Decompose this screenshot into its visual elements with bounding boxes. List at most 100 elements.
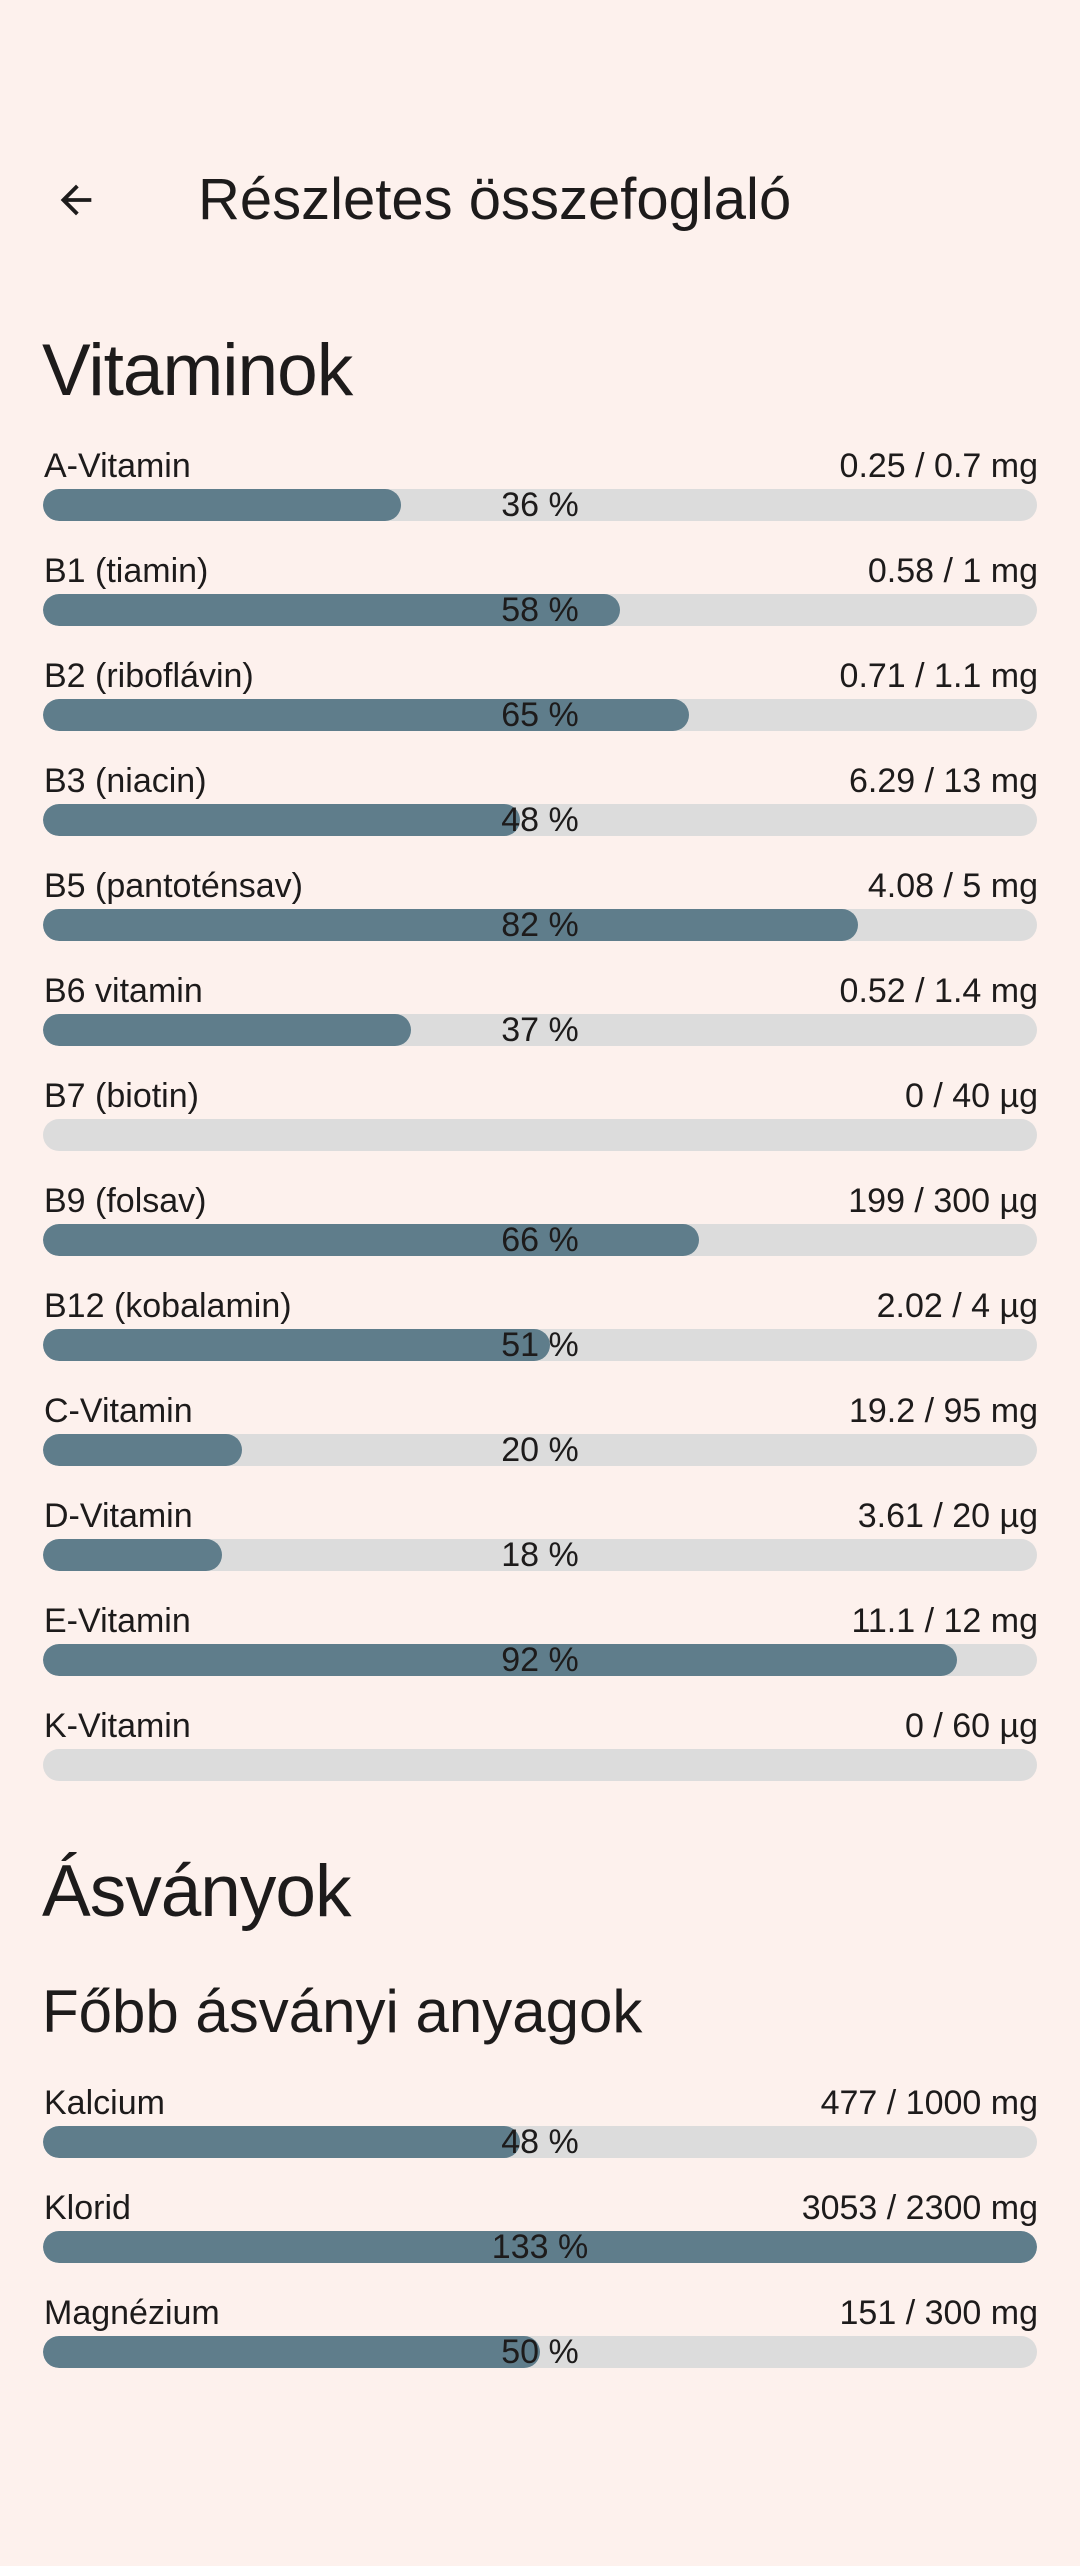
nutrient-row: B3 (niacin) 6.29 / 13 mg 48 % xyxy=(0,758,1080,863)
nutrient-row: B7 (biotin) 0 / 40 µg xyxy=(0,1073,1080,1178)
minerals-list: Kalcium 477 / 1000 mg 48 % Klorid 3053 /… xyxy=(0,2080,1080,2395)
nutrient-value: 0 / 60 µg xyxy=(904,1707,1038,1745)
nutrient-row: A-Vitamin 0.25 / 0.7 mg 36 % xyxy=(0,443,1080,548)
back-button[interactable] xyxy=(53,177,99,223)
nutrient-row: C-Vitamin 19.2 / 95 mg 20 % xyxy=(0,1388,1080,1493)
nutrient-row-head: B9 (folsav) 199 / 300 µg xyxy=(44,1178,1038,1224)
progress-bar: 66 % xyxy=(43,1224,1037,1256)
progress-bar xyxy=(43,1119,1037,1151)
progress-percent-label: 66 % xyxy=(501,1224,579,1256)
nutrient-name: B9 (folsav) xyxy=(44,1182,207,1220)
page-title: Részletes összefoglaló xyxy=(198,167,792,232)
progress-bar: 133 % xyxy=(43,2231,1037,2263)
progress-fill xyxy=(43,1434,242,1466)
section-title-minerals: Ásványok xyxy=(42,1851,352,1932)
progress-fill xyxy=(43,594,620,626)
progress-bar: 65 % xyxy=(43,699,1037,731)
vitamins-list: A-Vitamin 0.25 / 0.7 mg 36 % B1 (tiamin)… xyxy=(0,443,1080,1808)
nutrient-row-head: B6 vitamin 0.52 / 1.4 mg xyxy=(44,968,1038,1014)
nutrient-name: B5 (pantoténsav) xyxy=(44,867,303,905)
nutrient-name: Magnézium xyxy=(44,2294,220,2332)
progress-percent-label: 82 % xyxy=(501,909,579,941)
progress-bar: 58 % xyxy=(43,594,1037,626)
nutrient-name: B7 (biotin) xyxy=(44,1077,199,1115)
progress-bar xyxy=(43,1749,1037,1781)
nutrient-row-head: B5 (pantoténsav) 4.08 / 5 mg xyxy=(44,863,1038,909)
nutrient-row-head: K-Vitamin 0 / 60 µg xyxy=(44,1703,1038,1749)
nutrient-row-head: B3 (niacin) 6.29 / 13 mg xyxy=(44,758,1038,804)
nutrient-name: B12 (kobalamin) xyxy=(44,1287,292,1325)
progress-bar: 36 % xyxy=(43,489,1037,521)
nutrient-name: Kalcium xyxy=(44,2084,165,2122)
progress-fill xyxy=(43,1329,550,1361)
progress-fill xyxy=(43,2336,540,2368)
nutrient-row-head: Kalcium 477 / 1000 mg xyxy=(44,2080,1038,2126)
progress-percent-label: 58 % xyxy=(501,594,579,626)
progress-fill xyxy=(43,909,859,941)
progress-fill xyxy=(43,1644,958,1676)
progress-fill xyxy=(43,489,401,521)
nutrient-row-head: B7 (biotin) 0 / 40 µg xyxy=(44,1073,1038,1119)
nutrient-name: B2 (riboflávin) xyxy=(44,657,254,695)
nutrient-row: Magnézium 151 / 300 mg 50 % xyxy=(0,2290,1080,2395)
progress-fill xyxy=(43,2126,521,2158)
nutrient-value: 0.25 / 0.7 mg xyxy=(839,447,1038,485)
nutrient-name: B3 (niacin) xyxy=(44,762,207,800)
nutrient-name: Klorid xyxy=(44,2189,131,2227)
nutrient-value: 6.29 / 13 mg xyxy=(848,762,1038,800)
nutrient-value: 2.02 / 4 µg xyxy=(876,1287,1038,1325)
nutrient-row-head: B1 (tiamin) 0.58 / 1 mg xyxy=(44,548,1038,594)
nutrient-row: Kalcium 477 / 1000 mg 48 % xyxy=(0,2080,1080,2185)
progress-bar: 82 % xyxy=(43,909,1037,941)
nutrient-row-head: Klorid 3053 / 2300 mg xyxy=(44,2185,1038,2231)
nutrient-row-head: C-Vitamin 19.2 / 95 mg xyxy=(44,1388,1038,1434)
nutrient-value: 4.08 / 5 mg xyxy=(867,867,1038,905)
nutrient-row-head: Magnézium 151 / 300 mg xyxy=(44,2290,1038,2336)
progress-percent-label: 65 % xyxy=(501,699,579,731)
progress-bar: 48 % xyxy=(43,2126,1037,2158)
nutrient-value: 0.58 / 1 mg xyxy=(867,552,1038,590)
nutrient-value: 477 / 1000 mg xyxy=(820,2084,1038,2122)
progress-percent-label: 92 % xyxy=(501,1644,579,1676)
nutrient-value: 0 / 40 µg xyxy=(904,1077,1038,1115)
progress-bar: 37 % xyxy=(43,1014,1037,1046)
section-title-vitamins: Vitaminok xyxy=(42,330,353,411)
nutrient-row: D-Vitamin 3.61 / 20 µg 18 % xyxy=(0,1493,1080,1598)
progress-percent-label: 50 % xyxy=(501,2336,579,2368)
progress-percent-label: 37 % xyxy=(501,1014,579,1046)
nutrient-value: 151 / 300 mg xyxy=(839,2294,1038,2332)
top-app-bar: Részletes összefoglaló xyxy=(0,166,1080,234)
nutrient-row-head: A-Vitamin 0.25 / 0.7 mg xyxy=(44,443,1038,489)
nutrient-row-head: B2 (riboflávin) 0.71 / 1.1 mg xyxy=(44,653,1038,699)
nutrient-row: B2 (riboflávin) 0.71 / 1.1 mg 65 % xyxy=(0,653,1080,758)
nutrient-name: B6 vitamin xyxy=(44,972,203,1010)
nutrient-row: B1 (tiamin) 0.58 / 1 mg 58 % xyxy=(0,548,1080,653)
progress-bar: 51 % xyxy=(43,1329,1037,1361)
nutrient-row: B12 (kobalamin) 2.02 / 4 µg 51 % xyxy=(0,1283,1080,1388)
nutrient-row: B9 (folsav) 199 / 300 µg 66 % xyxy=(0,1178,1080,1283)
nutrient-row: Klorid 3053 / 2300 mg 133 % xyxy=(0,2185,1080,2290)
nutrient-name: E-Vitamin xyxy=(44,1602,191,1640)
progress-fill xyxy=(43,2231,1037,2263)
progress-bar: 18 % xyxy=(43,1539,1037,1571)
nutrient-row-head: B12 (kobalamin) 2.02 / 4 µg xyxy=(44,1283,1038,1329)
progress-bar: 50 % xyxy=(43,2336,1037,2368)
arrow-back-icon xyxy=(53,177,99,223)
nutrient-name: B1 (tiamin) xyxy=(44,552,209,590)
progress-fill xyxy=(43,804,521,836)
nutrient-value: 3053 / 2300 mg xyxy=(801,2189,1038,2227)
progress-percent-label: 48 % xyxy=(501,804,579,836)
progress-fill xyxy=(43,1014,411,1046)
nutrient-value: 0.71 / 1.1 mg xyxy=(839,657,1038,695)
nutrient-value: 3.61 / 20 µg xyxy=(857,1497,1038,1535)
progress-fill xyxy=(43,699,690,731)
progress-fill xyxy=(43,1224,700,1256)
nutrient-name: D-Vitamin xyxy=(44,1497,193,1535)
nutrient-row-head: D-Vitamin 3.61 / 20 µg xyxy=(44,1493,1038,1539)
nutrient-row: B5 (pantoténsav) 4.08 / 5 mg 82 % xyxy=(0,863,1080,968)
nutrient-value: 11.1 / 12 mg xyxy=(851,1602,1039,1640)
progress-bar: 20 % xyxy=(43,1434,1037,1466)
progress-fill xyxy=(43,1539,222,1571)
progress-percent-label: 36 % xyxy=(501,489,579,521)
progress-percent-label: 20 % xyxy=(501,1434,579,1466)
